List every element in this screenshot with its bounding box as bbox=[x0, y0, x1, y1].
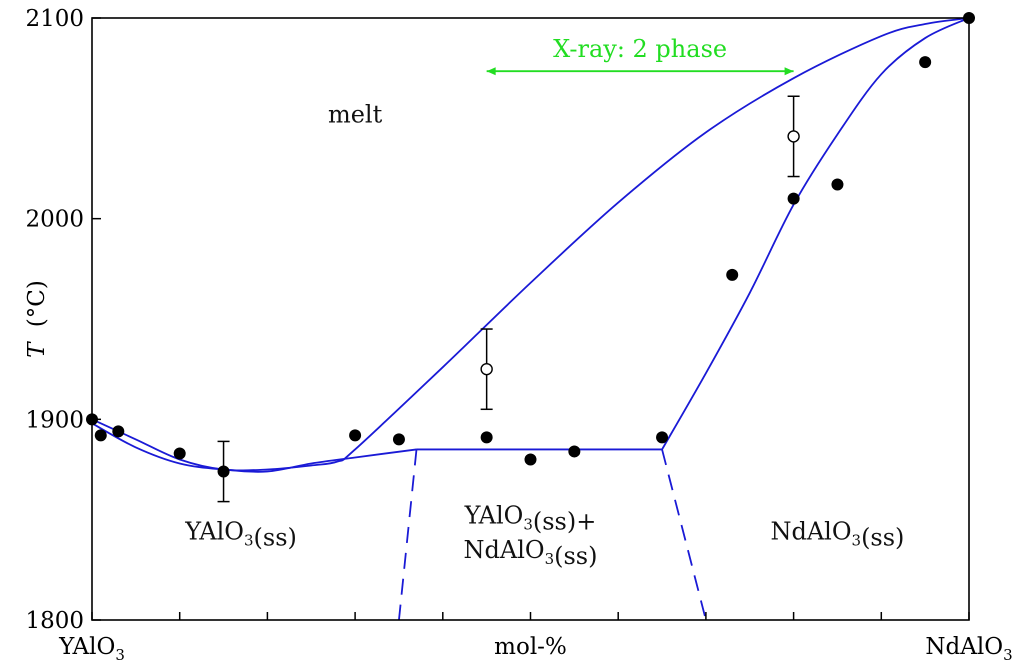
y-axis-label-unit: (°C) bbox=[24, 280, 50, 327]
x-axis-label: mol-% bbox=[494, 634, 567, 660]
x-axis: YAlO3 NdAlO3 bbox=[58, 612, 1013, 664]
measured-point bbox=[568, 445, 581, 458]
x-end-label-right: NdAlO3 bbox=[925, 634, 1012, 664]
measured-point bbox=[112, 425, 125, 438]
measured-point bbox=[726, 268, 739, 281]
open-point bbox=[787, 130, 800, 143]
measured-point bbox=[349, 429, 362, 442]
xray-range-label: X-ray: 2 phase bbox=[553, 35, 727, 63]
region-labels: meltYAlO3(ss)YAlO3(ss)+NdAlO3(ss)NdAlO3(… bbox=[184, 100, 904, 569]
x-end-label-left: YAlO3 bbox=[58, 634, 125, 664]
x-end-label-sub: 3 bbox=[115, 646, 125, 664]
region-label-part: YAlO bbox=[464, 502, 524, 530]
region-label-yalo3-ss: YAlO3(ss) bbox=[184, 518, 297, 552]
xray-arrow-left bbox=[486, 67, 496, 76]
region-label-part: NdAlO bbox=[464, 536, 545, 564]
region-label-part: NdAlO bbox=[770, 518, 851, 546]
y-axis-label-symbol: T bbox=[24, 341, 50, 358]
xray-arrow-right bbox=[784, 67, 794, 76]
region-label-ndalo3-ss: NdAlO3(ss) bbox=[770, 518, 904, 552]
region-label-part: YAlO bbox=[184, 518, 244, 546]
measured-point bbox=[524, 453, 537, 466]
x-end-label-base: YAlO bbox=[58, 634, 115, 660]
y-axis-label: T (°C) bbox=[24, 280, 50, 358]
region-label-sub: 3 bbox=[852, 532, 862, 550]
liquidus-line bbox=[91, 17, 970, 472]
region-label-part: (ss) bbox=[254, 524, 297, 552]
solidus-right-line bbox=[661, 17, 970, 450]
region-label-part: (ss)+ bbox=[533, 508, 596, 536]
measured-point bbox=[173, 447, 186, 460]
measured-point bbox=[656, 431, 669, 444]
region-label-sub: 3 bbox=[244, 532, 254, 550]
region-label-sub: 3 bbox=[545, 550, 555, 568]
y-tick-label: 1900 bbox=[25, 407, 84, 433]
measured-point bbox=[94, 429, 107, 442]
region-label-two-phase-1: YAlO3(ss)+ bbox=[464, 502, 597, 536]
region-label-sub: 3 bbox=[523, 516, 533, 534]
data-points bbox=[86, 12, 975, 503]
measured-point bbox=[919, 56, 932, 69]
region-label-two-phase-2: NdAlO3(ss) bbox=[464, 536, 598, 570]
open-point bbox=[480, 362, 493, 376]
y-tick-label: 2000 bbox=[25, 207, 84, 233]
region-label-part: (ss) bbox=[554, 542, 597, 570]
annotations: X-ray: 2 phase bbox=[486, 35, 794, 76]
solvus-right-line bbox=[661, 449, 707, 621]
measured-point bbox=[392, 433, 405, 446]
y-axis: 1800 1900 2000 2100 bbox=[25, 6, 101, 634]
solidus-left-line bbox=[91, 422, 417, 473]
region-label-melt: melt bbox=[328, 100, 383, 128]
phase-boundary-curves bbox=[91, 17, 970, 621]
y-tick-label: 2100 bbox=[25, 6, 84, 32]
region-label-part: (ss) bbox=[861, 524, 904, 552]
x-end-label-base: NdAlO bbox=[925, 634, 1003, 660]
y-tick-label: 1800 bbox=[25, 608, 84, 634]
solvus-left-line bbox=[398, 449, 418, 621]
measured-point bbox=[480, 431, 493, 444]
measured-point bbox=[787, 192, 800, 205]
measured-point bbox=[217, 465, 230, 478]
measured-point bbox=[831, 178, 844, 191]
x-end-label-sub: 3 bbox=[1003, 646, 1013, 664]
